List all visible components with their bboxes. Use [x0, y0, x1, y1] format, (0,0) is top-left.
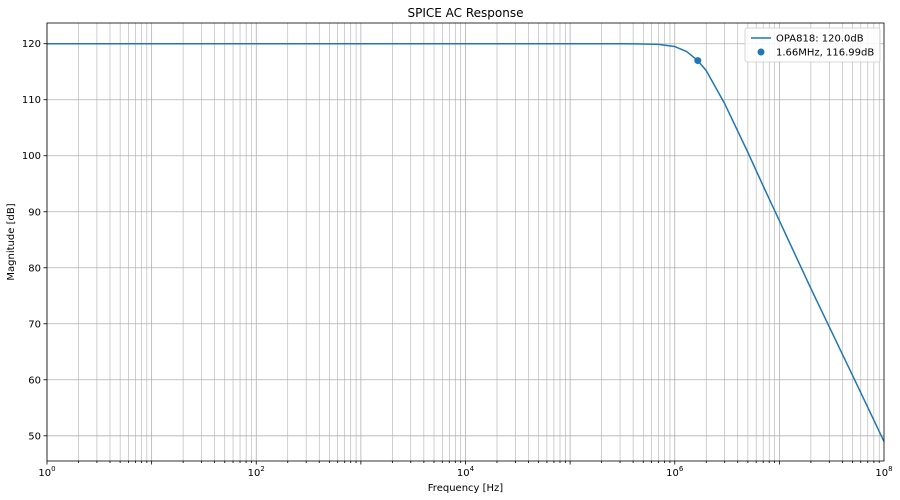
plot-area	[47, 42, 885, 442]
legend-entry-marker: 1.66MHz, 116.99dB	[776, 48, 874, 59]
legend-box	[744, 27, 881, 63]
grid	[46, 23, 884, 461]
y-tick-label: 60	[28, 375, 41, 386]
y-tick-label: 100	[22, 151, 41, 162]
x-tick-label: 102	[248, 465, 265, 479]
y-tick-label: 70	[28, 319, 41, 330]
y-tick-label: 110	[22, 95, 41, 106]
x-tick-label: 108	[875, 465, 892, 479]
y-tick-label: 120	[22, 39, 41, 50]
y-tick-label: 80	[28, 263, 41, 274]
x-tick-label: 104	[457, 465, 475, 479]
marker-point	[694, 57, 702, 65]
chart-title: SPICE AC Response	[408, 6, 524, 20]
legend: OPA818: 120.0dB 1.66MHz, 116.99dB	[744, 27, 881, 63]
y-axis-label: Magnitude [dB]	[6, 203, 17, 280]
axis-ticks: 50 60 70 80 90 100 110 120 100 102 104 106 108	[22, 39, 893, 479]
y-tick-label: 90	[28, 207, 41, 218]
series-line-opa818	[47, 42, 885, 442]
x-axis-label: Frequency [Hz]	[428, 483, 504, 494]
legend-entry-line: OPA818: 120.0dB	[776, 34, 864, 45]
x-tick-label: 100	[38, 465, 55, 479]
legend-marker-swatch	[757, 48, 765, 56]
y-tick-label: 50	[28, 431, 41, 442]
x-tick-label: 106	[666, 465, 684, 479]
